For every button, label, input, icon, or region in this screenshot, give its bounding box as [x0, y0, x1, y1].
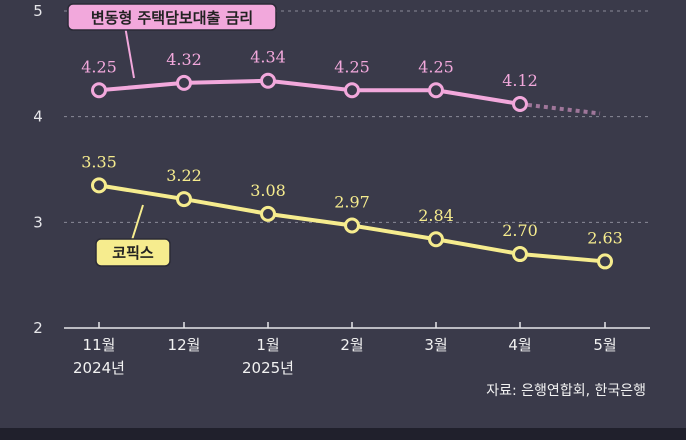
- legend-box-pink: [67, 3, 277, 31]
- data-point-0-4: [428, 82, 444, 99]
- bottom-strip: [0, 428, 686, 440]
- y-tick-label-3: 3: [33, 213, 43, 231]
- source-note: 자료: 은행연합회, 한국은행: [486, 383, 646, 399]
- data-point-1-3: [344, 217, 360, 234]
- data-label-0-3: 4.25: [334, 57, 370, 76]
- data-point-0-1: [176, 74, 192, 91]
- x-tick-label-0: 11월: [83, 336, 116, 354]
- data-point-1-4: [428, 231, 444, 248]
- data-point-1-5: [512, 246, 528, 263]
- data-label-0-4: 4.25: [418, 57, 454, 76]
- data-label-1-2: 3.08: [250, 181, 286, 200]
- data-point-0-0: [91, 82, 107, 99]
- x-year-label-2: 2025년: [242, 359, 294, 377]
- data-point-0-2: [260, 72, 276, 89]
- callout-leader-pink: [124, 25, 135, 79]
- data-point-1-0: [91, 177, 107, 194]
- data-label-0-1: 4.32: [166, 50, 202, 69]
- data-label-0-5: 4.12: [502, 71, 538, 90]
- legend-label-pink: 변동형 주택담보대출 금리: [91, 9, 253, 27]
- data-point-1-6: [597, 253, 613, 270]
- data-label-1-6: 2.63: [587, 228, 623, 247]
- x-tick-label-3: 2월: [340, 336, 363, 354]
- callout-leader-yellow: [131, 204, 144, 241]
- data-label-0-0: 4.25: [81, 57, 117, 76]
- x-tick-label-4: 3월: [424, 336, 447, 354]
- x-year-label-0: 2024년: [73, 359, 125, 377]
- series-projection-0: [519, 102, 601, 116]
- data-label-1-3: 2.97: [334, 193, 370, 212]
- y-tick-label-5: 5: [33, 2, 43, 20]
- x-tick-label-6: 5월: [593, 336, 616, 354]
- data-label-1-5: 2.70: [502, 221, 538, 240]
- x-tick-label-5: 4월: [508, 336, 531, 354]
- series-line-0: [98, 78, 521, 106]
- data-label-1-1: 3.22: [166, 166, 202, 185]
- x-tick-label-1: 12월: [168, 336, 201, 354]
- data-point-0-5: [512, 95, 528, 112]
- legend-box-yellow: [95, 238, 171, 267]
- data-label-0-2: 4.34: [250, 48, 286, 67]
- data-point-1-2: [260, 205, 276, 222]
- legend-label-yellow: 코픽스: [112, 244, 154, 262]
- data-point-1-1: [176, 191, 192, 208]
- x-tick-label-2: 1월: [256, 336, 279, 354]
- y-tick-label-4: 4: [33, 108, 43, 126]
- data-label-1-0: 3.35: [81, 152, 117, 171]
- data-point-0-3: [344, 82, 360, 99]
- y-tick-label-2: 2: [33, 319, 43, 337]
- data-label-1-4: 2.84: [418, 206, 454, 225]
